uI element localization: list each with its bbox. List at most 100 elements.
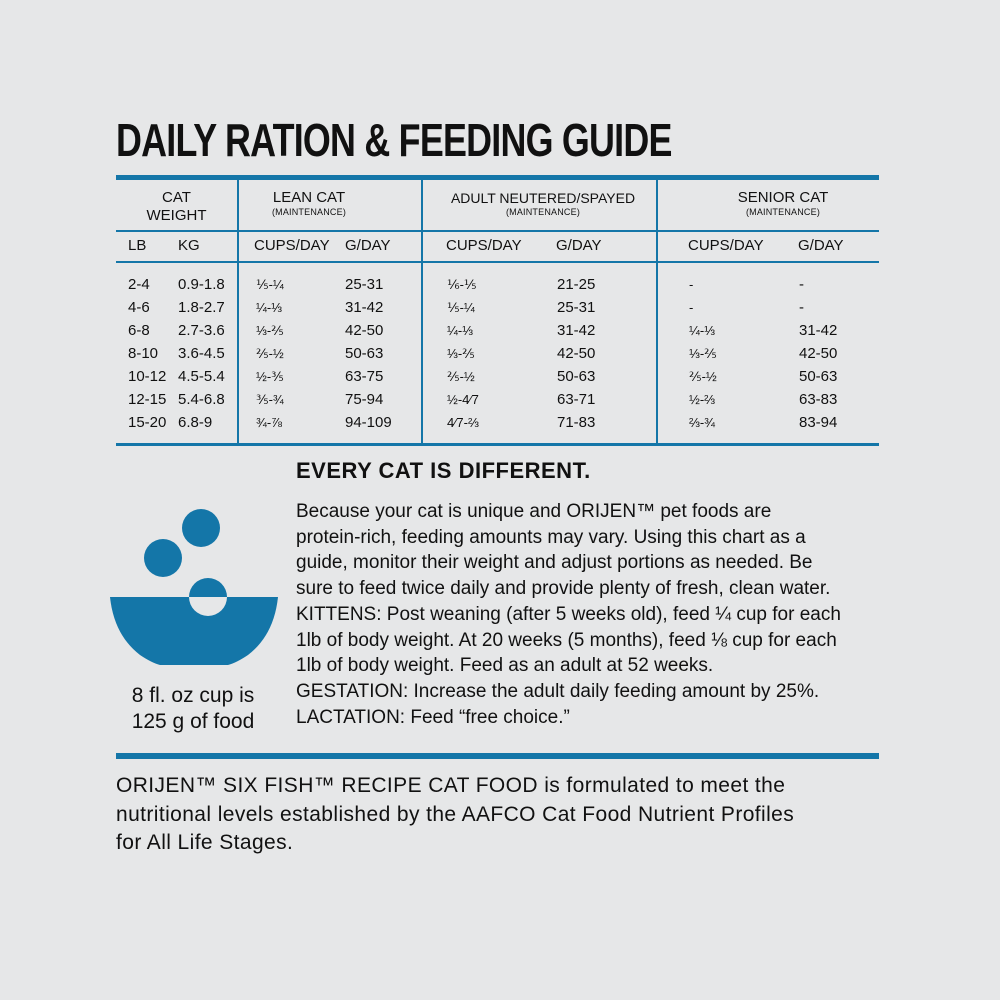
body-line: GESTATION: Increase the adult daily feed… bbox=[296, 680, 820, 702]
table-header-divider bbox=[116, 230, 879, 232]
group-adult-neutered: ADULT NEUTERED/SPAYED (MAINTENANCE) bbox=[423, 189, 663, 217]
table-cell: - bbox=[689, 300, 694, 315]
group-title: CAT bbox=[162, 189, 191, 206]
colheader-senior-g: G/DAY bbox=[798, 237, 844, 254]
table-cell: ⅓-⅖ bbox=[447, 346, 475, 361]
table-cell: 71-83 bbox=[557, 414, 596, 431]
table-col-divider bbox=[421, 179, 423, 444]
table-cell: ⅓-⅖ bbox=[256, 323, 284, 338]
colheader-adult-cups: CUPS/DAY bbox=[446, 237, 522, 254]
table-cell: ¾-⅞ bbox=[256, 415, 283, 430]
group-cat-weight: CAT WEIGHT bbox=[116, 189, 237, 225]
table-cell: 8-10 bbox=[128, 345, 159, 362]
body-line: Because your cat is unique and ORIJEN™ p… bbox=[296, 501, 772, 522]
table-cell: 25-31 bbox=[345, 276, 384, 293]
table-cell: ¼-⅓ bbox=[689, 323, 716, 338]
group-subtitle: (MAINTENANCE) bbox=[505, 207, 581, 217]
table-cell: ⅗-¾ bbox=[256, 392, 284, 407]
table-cell: - bbox=[799, 299, 804, 316]
table-cell: 10-12 bbox=[128, 368, 167, 385]
table-cell: ¼-⅓ bbox=[256, 300, 283, 315]
colheader-kg: KG bbox=[178, 237, 200, 254]
table-cell: 31-42 bbox=[799, 322, 838, 339]
table-cell: 6-8 bbox=[128, 322, 150, 339]
table-cell: ⅖-½ bbox=[689, 369, 717, 384]
table-cell: 12-15 bbox=[128, 391, 167, 408]
group-title: SENIOR CAT bbox=[737, 189, 829, 206]
table-cell: 6.8-9 bbox=[178, 414, 213, 431]
table-cell: 42-50 bbox=[799, 345, 838, 362]
group-senior-cat: SENIOR CAT (MAINTENANCE) bbox=[658, 189, 908, 217]
table-cell: ¼-⅓ bbox=[447, 323, 474, 338]
table-cell: ⅔-¾ bbox=[689, 415, 716, 430]
group-title: WEIGHT bbox=[146, 207, 207, 224]
table-cell: 31-42 bbox=[345, 299, 384, 316]
page-title: DAILY RATION & FEEDING GUIDE bbox=[116, 114, 672, 166]
colheader-adult-g: G/DAY bbox=[556, 237, 602, 254]
group-subtitle: (MAINTENANCE) bbox=[745, 207, 821, 217]
table-cell: ½-4⁄7 bbox=[447, 392, 479, 407]
table-cell: ⅖-½ bbox=[256, 346, 284, 361]
colheader-lb: LB bbox=[128, 237, 147, 254]
table-cell: - bbox=[799, 276, 804, 293]
group-title: ADULT NEUTERED/SPAYED bbox=[450, 190, 636, 206]
body-line: sure to feed twice daily and provide ple… bbox=[296, 578, 831, 600]
table-cell: 50-63 bbox=[557, 368, 596, 385]
table-cell: ⅓-⅖ bbox=[689, 346, 717, 361]
table-top-border bbox=[116, 175, 879, 180]
footer-line: for All Life Stages. bbox=[116, 831, 294, 854]
footer-line: nutritional levels established by the AA… bbox=[116, 802, 795, 826]
colheader-senior-cups: CUPS/DAY bbox=[688, 237, 764, 254]
table-cell: 3.6-4.5 bbox=[178, 345, 225, 362]
table-cell: ½-⅗ bbox=[256, 369, 284, 384]
col-lean-g: 25-31 31-42 42-50 50-63 63-75 75-94 94-1… bbox=[345, 273, 392, 434]
bowl-caption: 8 fl. oz cup is 125 g of food bbox=[112, 683, 274, 735]
table-cell: 83-94 bbox=[799, 414, 838, 431]
body-line: KITTENS: Post weaning (after 5 weeks old… bbox=[296, 603, 841, 625]
table-cell: 4-6 bbox=[128, 299, 150, 316]
table-cell: ⅕-¼ bbox=[447, 300, 475, 315]
aafco-statement: ORIJEN™ SIX FISH™ RECIPE CAT FOOD is for… bbox=[116, 772, 886, 858]
table-cell: - bbox=[689, 277, 694, 292]
table-cell: 5.4-6.8 bbox=[178, 391, 225, 408]
col-senior-g: - - 31-42 42-50 50-63 63-83 83-94 bbox=[799, 273, 837, 434]
table-cell: ⅕-¼ bbox=[256, 277, 284, 292]
table-cell: 4⁄7-⅔ bbox=[447, 415, 479, 430]
col-adult-g: 21-25 25-31 31-42 42-50 50-63 63-71 71-8… bbox=[557, 273, 595, 434]
table-cell: 0.9-1.8 bbox=[178, 276, 225, 293]
caption-line: 125 g of food bbox=[131, 710, 255, 733]
table-cell: ⅙-⅕ bbox=[447, 277, 477, 292]
table-cell: 63-75 bbox=[345, 368, 384, 385]
table-cell: 21-25 bbox=[557, 276, 596, 293]
group-title: LEAN CAT bbox=[272, 189, 346, 206]
body-line: 1lb of body weight. At 20 weeks (5 month… bbox=[296, 629, 837, 651]
table-cell: 94-109 bbox=[345, 414, 392, 431]
table-cell: 42-50 bbox=[557, 345, 596, 362]
table-cell: ½-⅔ bbox=[689, 392, 716, 407]
table-cell: 42-50 bbox=[345, 322, 384, 339]
table-cell: 63-71 bbox=[557, 391, 596, 408]
group-lean-cat: LEAN CAT (MAINTENANCE) bbox=[239, 189, 379, 217]
table-cell: 4.5-5.4 bbox=[178, 368, 225, 385]
col-senior-cups: - - ¼-⅓ ⅓-⅖ ⅖-½ ½-⅔ ⅔-¾ bbox=[689, 273, 717, 434]
caption-line: 8 fl. oz cup is bbox=[131, 684, 255, 707]
table-cell: 50-63 bbox=[799, 368, 838, 385]
table-cell: ⅖-½ bbox=[447, 369, 475, 384]
bowl-with-kibble-icon bbox=[108, 505, 280, 674]
table-cell: 31-42 bbox=[557, 322, 596, 339]
table-colheader-divider bbox=[116, 261, 879, 263]
every-cat-heading: EVERY CAT IS DIFFERENT. bbox=[296, 458, 591, 483]
table-col-divider bbox=[237, 179, 239, 444]
group-subtitle: (MAINTENANCE) bbox=[271, 207, 347, 217]
col-lb: 2-4 4-6 6-8 8-10 10-12 12-15 15-20 bbox=[128, 273, 166, 434]
every-cat-body: Because your cat is unique and ORIJEN™ p… bbox=[296, 499, 886, 730]
table-cell: 25-31 bbox=[557, 299, 596, 316]
table-cell: 75-94 bbox=[345, 391, 384, 408]
footer-line: ORIJEN™ SIX FISH™ RECIPE CAT FOOD is for… bbox=[116, 774, 786, 797]
col-kg: 0.9-1.8 1.8-2.7 2.7-3.6 3.6-4.5 4.5-5.4 … bbox=[178, 273, 225, 434]
table-cell: 63-83 bbox=[799, 391, 838, 408]
section-divider bbox=[116, 753, 879, 759]
table-cell: 15-20 bbox=[128, 414, 167, 431]
table-bottom-border bbox=[116, 443, 879, 446]
colheader-lean-g: G/DAY bbox=[345, 237, 391, 254]
